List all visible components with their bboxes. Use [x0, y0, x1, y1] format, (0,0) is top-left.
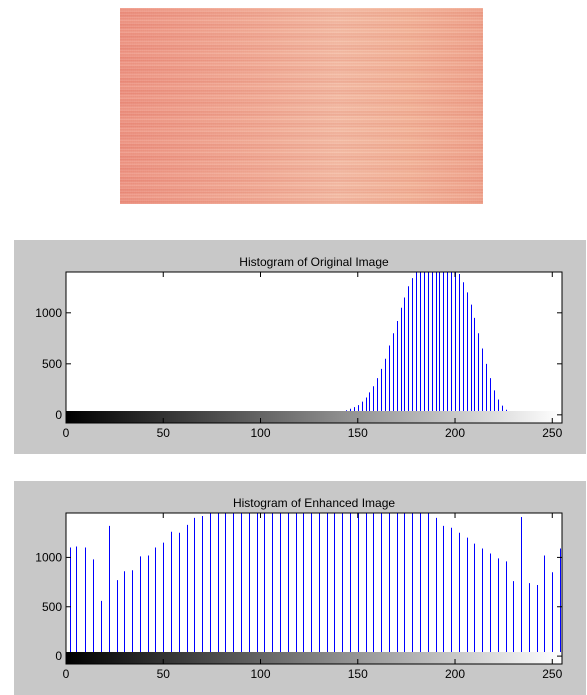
x-tick-label: 50 — [157, 426, 171, 440]
grayscale-colorbar — [66, 652, 562, 664]
histogram-enhanced-panel: Histogram of Enhanced Image 0 50 100 150 200 2… — [14, 481, 586, 695]
plot-frame — [65, 271, 563, 424]
y-tick-label: 500 — [42, 600, 62, 614]
y-tick-label: 0 — [55, 408, 62, 422]
chart-title: Histogram of Original Image — [239, 255, 389, 269]
x-tick-label: 250 — [542, 667, 562, 681]
x-tick-label: 150 — [348, 426, 368, 440]
x-tick-label: 150 — [348, 667, 368, 681]
x-tick-label: 250 — [542, 426, 562, 440]
x-tick-label: 200 — [445, 426, 465, 440]
y-tick-label: 1000 — [35, 306, 62, 320]
plot-frame — [65, 512, 563, 665]
y-tick-label: 0 — [55, 649, 62, 663]
fabric-texture-photo — [120, 8, 483, 204]
plot-area — [66, 272, 562, 423]
grayscale-colorbar — [66, 411, 562, 423]
y-tick-label: 500 — [42, 357, 62, 371]
x-tick-label: 200 — [445, 667, 465, 681]
histogram-original-chart: Histogram of Original Image 0 50 100 150 200 2… — [35, 255, 563, 440]
histogram-enhanced-chart: Histogram of Enhanced Image 0 50 100 150 200 2… — [35, 496, 563, 681]
histogram-original-panel: Histogram of Original Image 0 50 100 150 200 2… — [14, 240, 586, 454]
chart-title: Histogram of Enhanced Image — [233, 496, 395, 510]
x-tick-label: 50 — [157, 667, 171, 681]
x-tick-label: 0 — [63, 426, 70, 440]
x-tick-label: 100 — [250, 667, 270, 681]
x-tick-label: 100 — [250, 426, 270, 440]
y-tick-label: 1000 — [35, 550, 62, 564]
x-tick-label: 0 — [63, 667, 70, 681]
